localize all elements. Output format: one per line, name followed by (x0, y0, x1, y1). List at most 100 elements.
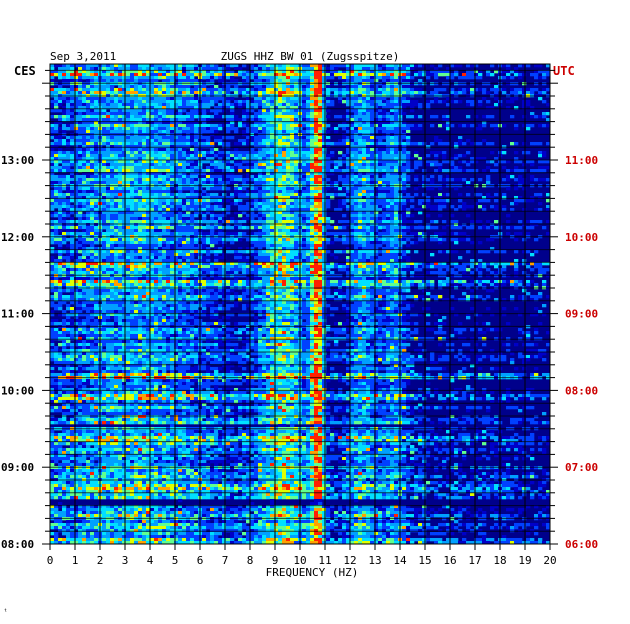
heatmap-cell (278, 100, 283, 104)
heatmap-cell (482, 169, 487, 173)
heatmap-cell (534, 76, 539, 80)
heatmap-cell (66, 127, 71, 131)
heatmap-cell (362, 97, 367, 101)
heatmap-cell (54, 187, 59, 191)
heatmap-cell (150, 73, 155, 77)
heatmap-cell (218, 217, 223, 221)
heatmap-cell (338, 169, 343, 173)
heatmap-cell (390, 136, 395, 140)
heatmap-cell (186, 178, 191, 182)
heatmap-cell (374, 88, 379, 92)
heatmap-cell (326, 205, 331, 209)
heatmap-cell (110, 214, 115, 218)
heatmap-cell (194, 190, 199, 194)
heatmap-cell (54, 202, 59, 206)
heatmap-cell (390, 112, 395, 116)
heatmap-cell (410, 199, 415, 203)
heatmap-cell (446, 127, 451, 131)
heatmap-cell (66, 139, 71, 143)
heatmap-cell (374, 70, 379, 74)
heatmap-cell (158, 100, 163, 104)
heatmap-cell (226, 181, 231, 185)
heatmap-cell (182, 139, 187, 143)
heatmap-cell (390, 154, 395, 158)
heatmap-cell (54, 121, 59, 125)
heatmap-cell (186, 166, 191, 170)
heatmap-cell (402, 88, 407, 92)
heatmap-cell (390, 148, 395, 152)
heatmap-cell (150, 187, 155, 191)
heatmap-cell (490, 115, 495, 119)
heatmap-cell (286, 154, 291, 158)
heatmap-cell (218, 106, 223, 110)
heatmap-cell (290, 187, 295, 191)
heatmap-cell (82, 109, 87, 113)
heatmap-cell (294, 70, 299, 74)
heatmap-cell (374, 178, 379, 182)
heatmap-cell (386, 202, 391, 206)
heatmap-cell (158, 163, 163, 167)
heatmap-cell (234, 220, 239, 224)
heatmap-cell (286, 181, 291, 185)
heatmap-cell (358, 124, 363, 128)
heatmap-cell (526, 160, 531, 164)
heatmap-cell (234, 103, 239, 107)
heatmap-cell (282, 181, 287, 185)
heatmap-cell (382, 100, 387, 104)
heatmap-cell (270, 181, 275, 185)
heatmap-cell (214, 151, 219, 155)
heatmap-cell (270, 130, 275, 134)
heatmap-cell (142, 214, 147, 218)
heatmap-cell (170, 205, 175, 209)
heatmap-cell (362, 85, 367, 89)
heatmap-cell (126, 70, 131, 74)
heatmap-cell (486, 166, 491, 170)
heatmap-cell (406, 127, 411, 131)
heatmap-cell (314, 181, 319, 185)
heatmap-cell (118, 100, 123, 104)
heatmap-cell (146, 97, 151, 101)
heatmap-cell (150, 166, 155, 170)
heatmap-cell (150, 100, 155, 104)
heatmap-cell (390, 220, 395, 224)
heatmap-cell (122, 154, 127, 158)
heatmap-cell (402, 136, 407, 140)
heatmap-cell (326, 163, 331, 167)
heatmap-cell (318, 196, 323, 200)
heatmap-cell (130, 124, 135, 128)
heatmap-cell (194, 214, 199, 218)
heatmap-cell (386, 160, 391, 164)
heatmap-cell (70, 169, 75, 173)
heatmap-cell (266, 157, 271, 161)
heatmap-cell (118, 91, 123, 95)
heatmap-cell (410, 214, 415, 218)
heatmap-cell (74, 202, 79, 206)
heatmap-cell (386, 166, 391, 170)
heatmap-cell (438, 175, 443, 179)
heatmap-cell (322, 106, 327, 110)
heatmap-cell (346, 88, 351, 92)
heatmap-cell (174, 217, 179, 221)
heatmap-cell (270, 145, 275, 149)
heatmap-cell (338, 64, 343, 68)
heatmap-cell (266, 91, 271, 95)
heatmap-cell (318, 136, 323, 140)
heatmap-cell (70, 196, 75, 200)
right-timezone-label: UTC (553, 64, 575, 78)
heatmap-cell (546, 142, 551, 146)
heatmap-cell (130, 121, 135, 125)
heatmap-cell (166, 106, 171, 110)
heatmap-cell (282, 151, 287, 155)
heatmap-cell (270, 148, 275, 152)
heatmap-cell (522, 181, 527, 185)
heatmap-cell (370, 151, 375, 155)
heatmap-cell (86, 196, 91, 200)
heatmap-cell (146, 79, 151, 83)
heatmap-cell (278, 130, 283, 134)
heatmap-cell (270, 154, 275, 158)
heatmap-cell (518, 169, 523, 173)
heatmap-cell (122, 211, 127, 215)
heatmap-cell (354, 103, 359, 107)
heatmap-cell (306, 211, 311, 215)
heatmap-cell (218, 178, 223, 182)
